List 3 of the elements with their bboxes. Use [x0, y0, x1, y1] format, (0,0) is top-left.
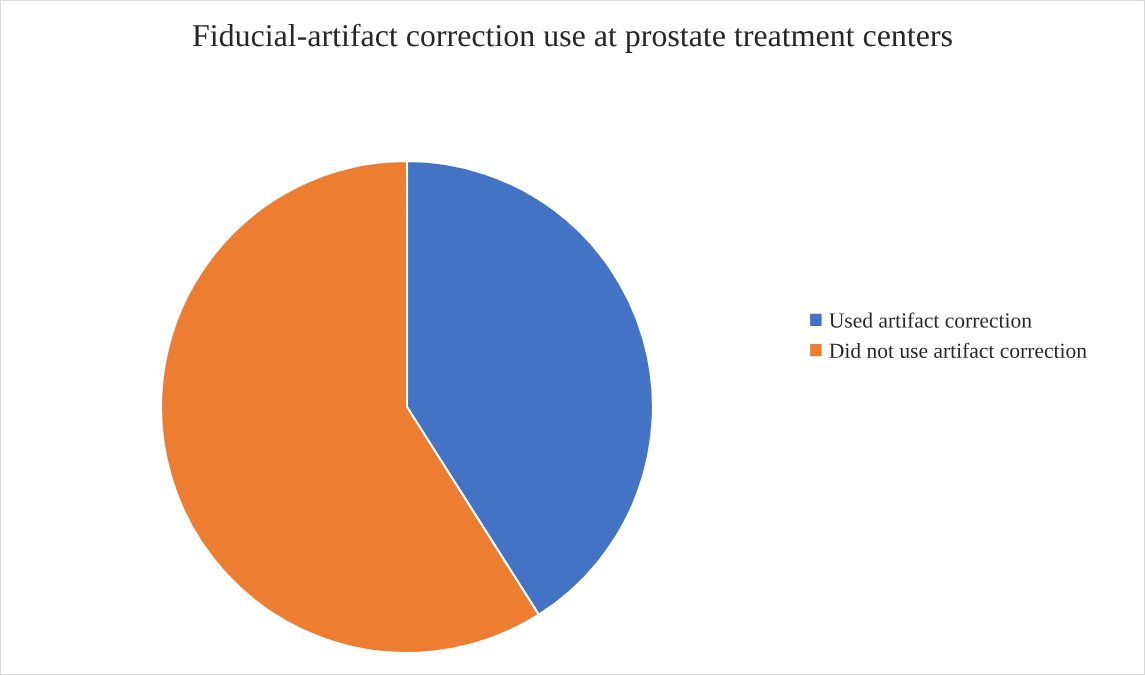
legend-label: Used artifact correction	[829, 312, 1032, 328]
chart-title: Fiducial-artifact correction use at prostate treatment centers	[192, 23, 952, 53]
legend-label: Did not use artifact correction	[829, 342, 1087, 359]
